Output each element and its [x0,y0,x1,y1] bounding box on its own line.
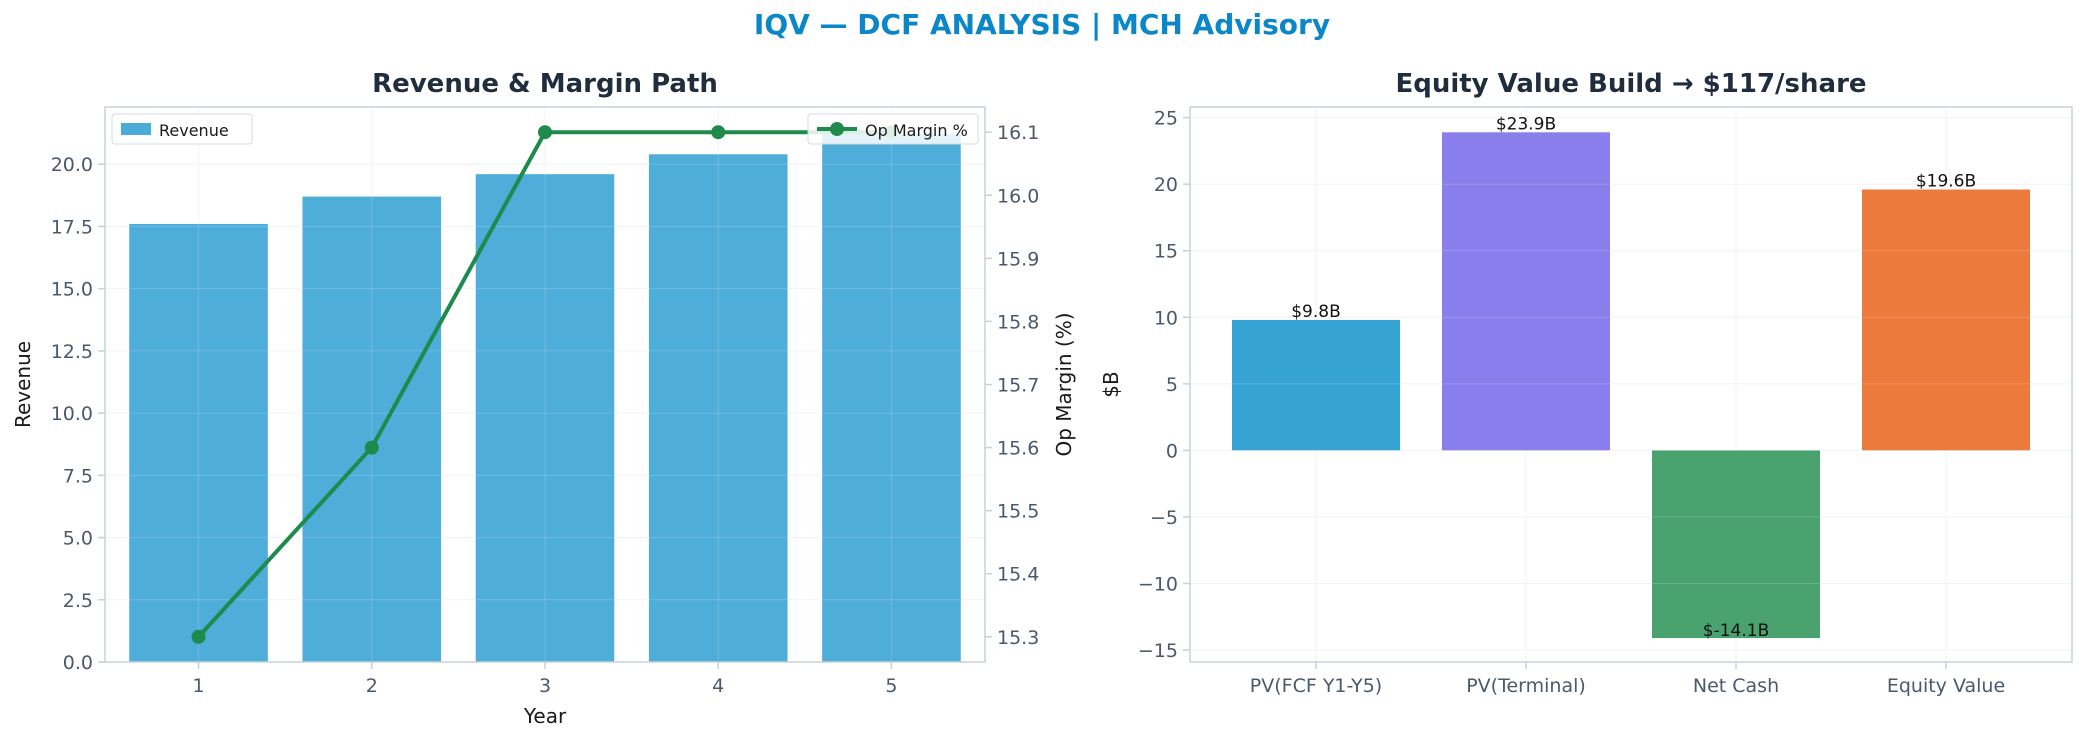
y-tick-label: 20 [1154,174,1178,196]
revenue-bar [648,154,788,663]
data-label: $9.8B [1291,302,1341,322]
x-tick-label: PV(FCF Y1-Y5) [1250,675,1382,697]
y2-tick-label: 15.4 [997,564,1039,586]
y-tick-label: 10 [1154,307,1178,329]
y-axis-label: $B [1099,371,1123,397]
op-margin-point [191,629,206,644]
y2-tick-label: 15.8 [997,311,1039,333]
y2-tick-label: 15.3 [997,627,1039,649]
y-tick-label: −5 [1150,507,1178,529]
legend-revenue-label: Revenue [159,121,229,140]
y-tick-label: 10.0 [51,403,93,425]
y-tick-label: 5.0 [63,528,93,550]
data-label: $-14.1B [1703,621,1769,641]
data-label: $19.6B [1916,172,1976,192]
x-tick-label: PV(Terminal) [1466,675,1586,697]
y-tick-label: −10 [1138,573,1178,595]
x-tick-label: Equity Value [1887,675,2005,697]
y2-tick-label: 15.7 [997,375,1039,397]
y-tick-label: 15.0 [51,279,93,301]
x-tick-label: 3 [539,675,551,697]
y2-tick-label: 15.6 [997,438,1039,460]
y-tick-label: 0.0 [63,652,93,674]
revenue-bar [302,196,442,662]
op-margin-point [711,125,726,140]
equity-bar [1652,450,1820,639]
x-tick-label: 1 [192,675,204,697]
y-tick-label: 20.0 [51,154,93,176]
y2-tick-label: 16.0 [997,185,1039,207]
op-margin-point [538,125,552,140]
equity-bar [1232,319,1400,451]
revenue-bar [475,174,615,662]
x-tick-label: Net Cash [1693,675,1779,697]
y-tick-label: 2.5 [63,590,93,612]
y-tick-label: 25 [1154,108,1178,130]
figure-title: IQV — DCF ANALYSIS | MCH Advisory [753,8,1331,41]
chart-title: Revenue & Margin Path [372,69,718,99]
legend-op-margin-marker [830,122,844,136]
legend-revenue [111,113,253,145]
y-tick-label: 15 [1154,241,1178,263]
op-margin-point [364,440,379,455]
y-tick-label: 12.5 [51,341,93,363]
x-axis-label: Year [523,704,567,728]
y-tick-label: 17.5 [51,216,93,238]
y-tick-label: 7.5 [63,465,93,487]
equity-bar [1442,132,1610,451]
data-label: $23.9B [1496,114,1556,134]
y-axis-label: Revenue [11,341,35,428]
equity-bar [1862,189,2030,451]
y-tick-label: 0 [1166,440,1178,462]
legend-op-margin [807,113,979,145]
y2-tick-label: 15.9 [997,248,1039,270]
x-tick-label: 5 [885,675,897,697]
y-tick-label: 5 [1166,374,1178,396]
y-tick-label: −15 [1138,640,1178,662]
y2-axis-label: Op Margin (%) [1052,312,1076,456]
x-tick-label: 2 [366,675,378,697]
legend-op-margin-label: Op Margin % [865,121,968,140]
chart-title: Equity Value Build → $117/share [1395,69,1866,99]
legend-revenue-swatch [121,123,151,135]
x-tick-label: 4 [712,675,724,697]
revenue-bar [822,134,961,662]
y2-tick-label: 15.5 [997,501,1039,523]
y2-tick-label: 16.1 [997,122,1039,144]
